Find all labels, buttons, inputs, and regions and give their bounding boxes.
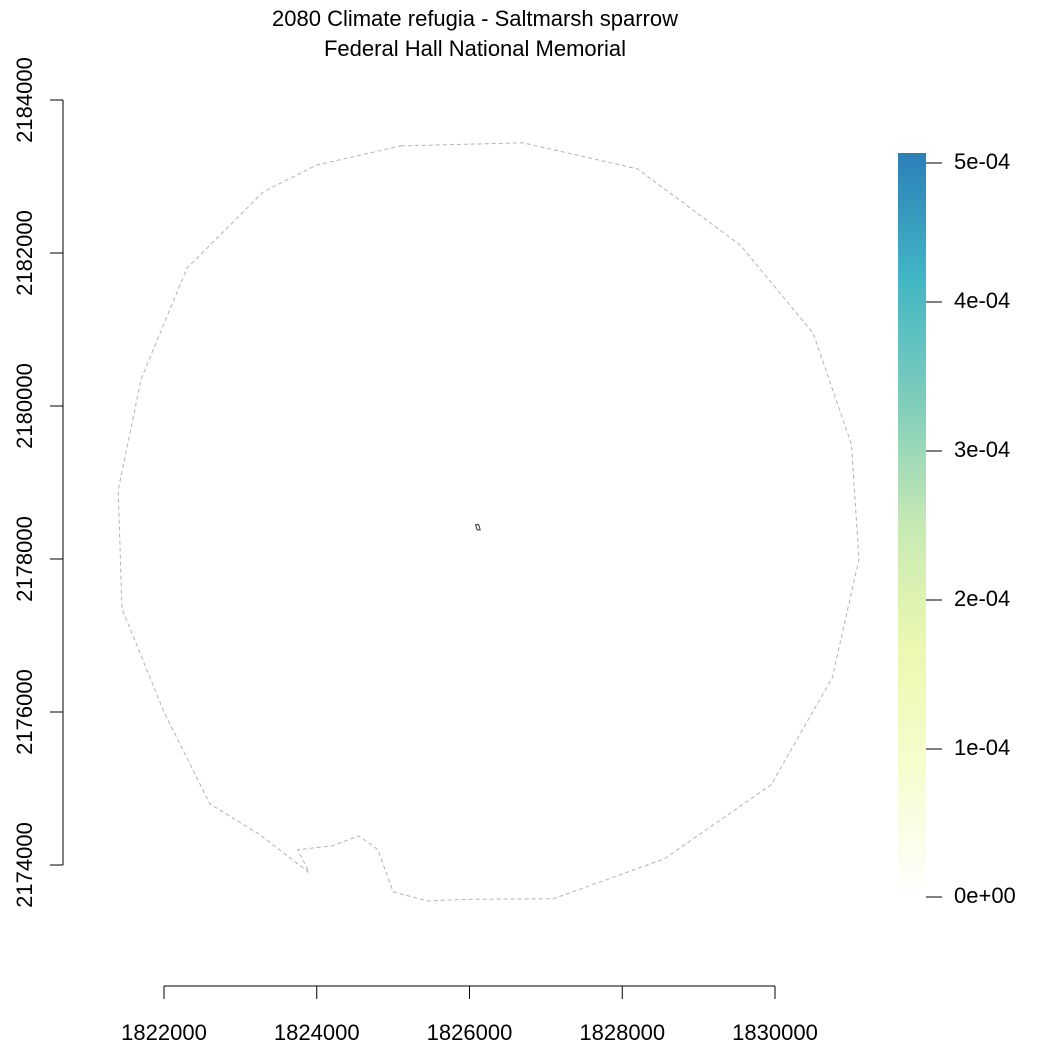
map-area — [117, 142, 860, 902]
y-tick-label: 2180000 — [12, 363, 37, 449]
y-tick-label: 2176000 — [12, 669, 37, 755]
x-tick-label: 1822000 — [121, 1020, 207, 1045]
chart-subtitle: Federal Hall National Memorial — [323, 36, 626, 61]
y-tick-label: 2178000 — [12, 516, 37, 602]
chart-title: 2080 Climate refugia - Saltmarsh sparrow — [272, 6, 678, 31]
color-legend: 0e+00 1e-04 2e-04 3e-04 4e-04 5e-04 — [898, 149, 1016, 908]
x-axis: 1822000 1824000 1826000 1828000 1830000 — [121, 985, 818, 1045]
x-tick-label: 1828000 — [579, 1020, 665, 1045]
legend-tick-label: 3e-04 — [954, 437, 1010, 462]
y-tick-label: 2182000 — [12, 210, 37, 296]
x-tick-label: 1830000 — [732, 1020, 818, 1045]
legend-tick-label: 1e-04 — [954, 735, 1010, 760]
legend-tick-label: 5e-04 — [954, 149, 1010, 174]
legend-tick-label: 0e+00 — [954, 883, 1016, 908]
x-tick-label: 1826000 — [427, 1020, 513, 1045]
legend-tick-label: 4e-04 — [954, 288, 1010, 313]
x-tick-label: 1824000 — [274, 1020, 360, 1045]
y-tick-label: 2184000 — [12, 57, 37, 143]
y-axis: 2174000 2176000 2178000 2180000 2182000 21840… — [12, 57, 64, 908]
study-area-boundary — [117, 142, 860, 902]
legend-tick-label: 2e-04 — [954, 586, 1010, 611]
park-boundary — [474, 524, 481, 531]
legend-color-bar — [898, 153, 926, 898]
y-tick-label: 2174000 — [12, 822, 37, 908]
